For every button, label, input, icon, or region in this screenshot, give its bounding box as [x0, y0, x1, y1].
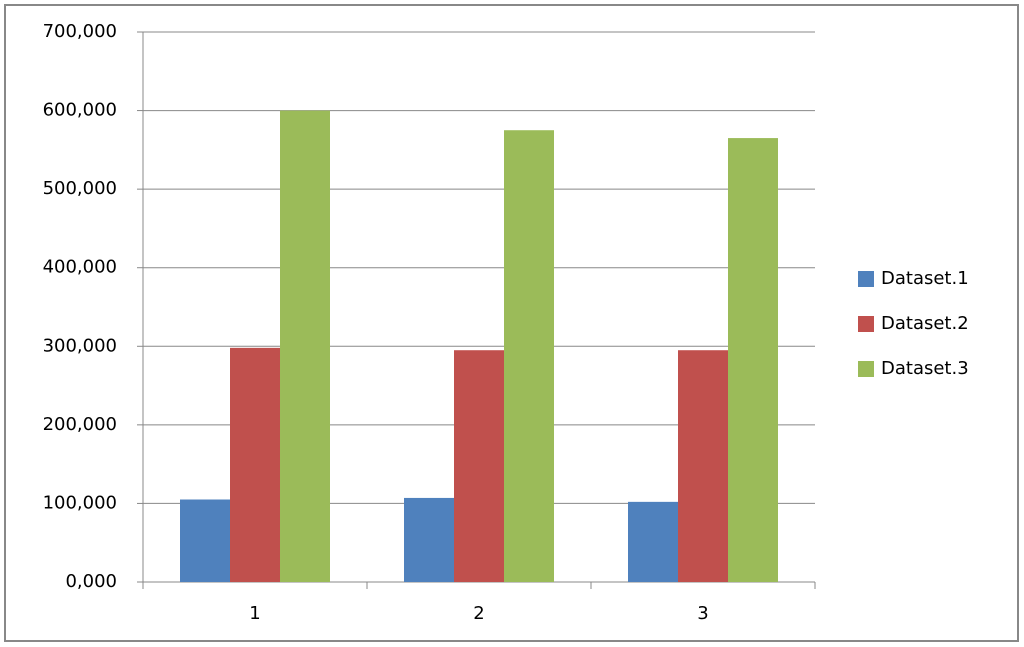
legend-swatch	[858, 271, 874, 287]
x-tick-label: 3	[697, 603, 708, 624]
y-tick-label: 700,000	[43, 21, 117, 42]
bar	[280, 110, 330, 583]
legend-swatch	[858, 316, 874, 332]
bar	[404, 497, 454, 582]
y-tick-label: 600,000	[43, 100, 117, 121]
legend-label: Dataset.1	[881, 268, 969, 289]
y-tick-label: 300,000	[43, 335, 117, 356]
bar	[454, 350, 504, 582]
bar	[180, 499, 230, 582]
bar	[678, 350, 728, 582]
bar	[728, 138, 778, 583]
y-tick-label: 0,000	[65, 571, 117, 592]
y-tick-label: 100,000	[43, 492, 117, 513]
x-tick-label: 2	[473, 603, 484, 624]
y-tick-label: 400,000	[43, 257, 117, 278]
legend-label: Dataset.3	[881, 358, 969, 379]
legend-label: Dataset.2	[881, 313, 969, 334]
y-tick-label: 500,000	[43, 178, 117, 199]
bar	[230, 347, 280, 582]
bar	[628, 501, 678, 582]
y-tick-label: 200,000	[43, 414, 117, 435]
x-tick-label: 1	[249, 603, 260, 624]
bar	[504, 130, 554, 582]
legend-swatch	[858, 361, 874, 377]
